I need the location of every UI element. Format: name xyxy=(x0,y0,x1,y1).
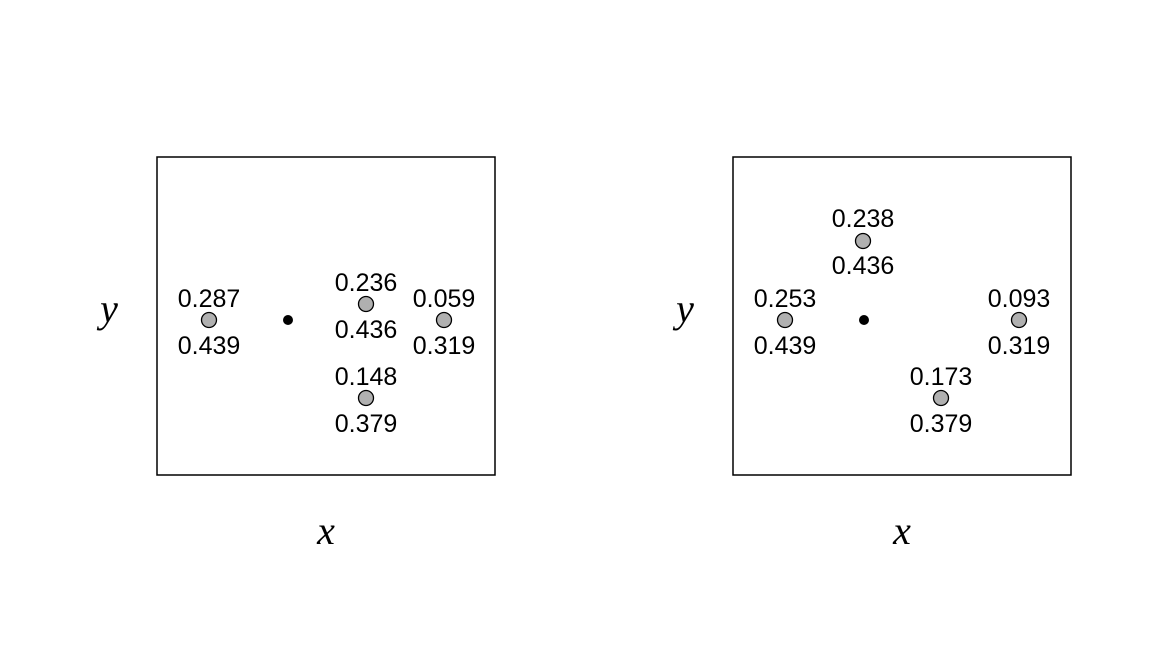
point-upper-value: 0.059 xyxy=(413,285,476,313)
point-lower-value: 0.379 xyxy=(910,410,973,438)
panel-left-y-label: y xyxy=(96,286,118,331)
panel-right-y-label: y xyxy=(672,286,694,331)
panel-left-point-1: 0.287 0.439 xyxy=(178,285,241,360)
point-marker xyxy=(357,389,375,407)
panel-right-center-dot xyxy=(859,315,869,325)
point-lower-value: 0.379 xyxy=(335,410,398,438)
point-lower-value: 0.439 xyxy=(178,332,241,360)
point-marker xyxy=(1010,311,1028,329)
point-upper-value: 0.287 xyxy=(178,285,241,313)
panel-right-frame xyxy=(732,156,1072,476)
panel-left-point-2: 0.236 0.436 xyxy=(335,269,398,344)
panel-left-point-4: 0.148 0.379 xyxy=(335,363,398,438)
point-lower-value: 0.436 xyxy=(335,316,398,344)
panel-right: x y 0.253 0.439 0.238 0.436 0.093 0.319 … xyxy=(672,156,1072,553)
panel-right-x-label: x xyxy=(892,508,911,553)
panel-left-point-3: 0.059 0.319 xyxy=(413,285,476,360)
point-lower-value: 0.319 xyxy=(988,332,1051,360)
point-marker xyxy=(435,311,453,329)
panel-right-point-1: 0.253 0.439 xyxy=(754,285,817,360)
point-marker xyxy=(854,232,872,250)
panel-right-point-2: 0.238 0.436 xyxy=(832,205,895,280)
point-marker xyxy=(357,295,375,313)
point-lower-value: 0.319 xyxy=(413,332,476,360)
point-marker xyxy=(776,311,794,329)
panel-left-frame xyxy=(156,156,496,476)
point-upper-value: 0.253 xyxy=(754,285,817,313)
point-upper-value: 0.238 xyxy=(832,205,895,233)
panel-right-point-4: 0.173 0.379 xyxy=(910,363,973,438)
point-lower-value: 0.439 xyxy=(754,332,817,360)
point-lower-value: 0.436 xyxy=(832,252,895,280)
panel-left-x-label: x xyxy=(316,508,335,553)
point-upper-value: 0.173 xyxy=(910,363,973,391)
panel-left-center-dot xyxy=(283,315,293,325)
point-upper-value: 0.148 xyxy=(335,363,398,391)
point-marker xyxy=(200,311,218,329)
point-upper-value: 0.236 xyxy=(335,269,398,297)
panel-left: x y 0.287 0.439 0.236 0.436 0.059 0.319 … xyxy=(96,156,496,553)
point-upper-value: 0.093 xyxy=(988,285,1051,313)
point-marker xyxy=(932,389,950,407)
panel-right-point-3: 0.093 0.319 xyxy=(988,285,1051,360)
